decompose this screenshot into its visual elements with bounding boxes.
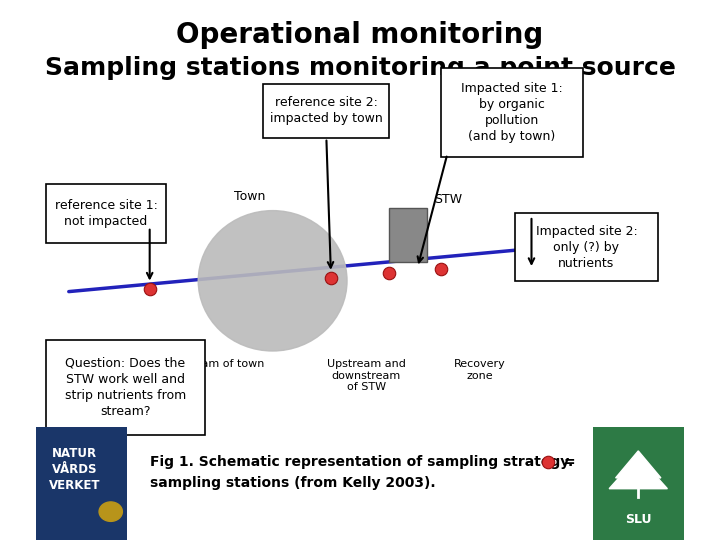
FancyBboxPatch shape bbox=[37, 427, 127, 540]
Text: Question: Does the
STW work well and
strip nutrients from
stream?: Question: Does the STW work well and str… bbox=[65, 357, 186, 418]
FancyBboxPatch shape bbox=[516, 213, 657, 281]
FancyBboxPatch shape bbox=[46, 184, 166, 243]
Text: Upstream of town: Upstream of town bbox=[165, 359, 264, 369]
Text: Upstream and
downstream
of STW: Upstream and downstream of STW bbox=[327, 359, 406, 392]
Text: Sampling stations monitoring a point source: Sampling stations monitoring a point sou… bbox=[45, 56, 675, 79]
FancyBboxPatch shape bbox=[46, 340, 204, 435]
FancyBboxPatch shape bbox=[593, 427, 683, 540]
Text: reference site 1:
not impacted: reference site 1: not impacted bbox=[55, 199, 158, 228]
Polygon shape bbox=[616, 451, 661, 478]
Text: Impacted site 1:
by organic
pollution
(and by town): Impacted site 1: by organic pollution (a… bbox=[462, 82, 563, 143]
Text: STW: STW bbox=[434, 193, 462, 206]
Text: reference site 2:
impacted by town: reference site 2: impacted by town bbox=[270, 96, 382, 125]
Ellipse shape bbox=[198, 211, 347, 351]
Text: sampling stations (from Kelly 2003).: sampling stations (from Kelly 2003). bbox=[150, 476, 436, 490]
Text: Impacted site 2:
only (?) by
nutrients: Impacted site 2: only (?) by nutrients bbox=[536, 225, 637, 269]
Text: NATUR
VÅRDS
VERKET: NATUR VÅRDS VERKET bbox=[49, 447, 100, 492]
FancyBboxPatch shape bbox=[263, 84, 389, 138]
Circle shape bbox=[99, 502, 122, 522]
Text: SLU: SLU bbox=[625, 513, 652, 526]
Text: Fig 1. Schematic representation of sampling strategy.: Fig 1. Schematic representation of sampl… bbox=[150, 455, 573, 469]
Polygon shape bbox=[609, 456, 667, 489]
Text: Town: Town bbox=[234, 190, 265, 202]
Text: Operational monitoring: Operational monitoring bbox=[176, 21, 544, 49]
FancyBboxPatch shape bbox=[389, 208, 427, 262]
Text: =: = bbox=[564, 455, 575, 469]
Text: Recovery
zone: Recovery zone bbox=[454, 359, 505, 381]
FancyBboxPatch shape bbox=[441, 68, 583, 157]
